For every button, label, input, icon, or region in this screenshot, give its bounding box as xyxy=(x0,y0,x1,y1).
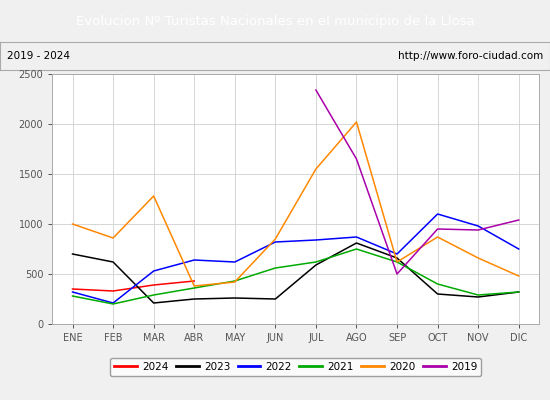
Text: http://www.foro-ciudad.com: http://www.foro-ciudad.com xyxy=(398,51,543,61)
Text: Evolucion Nº Turistas Nacionales en el municipio de la Llosa: Evolucion Nº Turistas Nacionales en el m… xyxy=(76,14,474,28)
Legend: 2024, 2023, 2022, 2021, 2020, 2019: 2024, 2023, 2022, 2021, 2020, 2019 xyxy=(110,358,481,376)
Text: 2019 - 2024: 2019 - 2024 xyxy=(7,51,70,61)
